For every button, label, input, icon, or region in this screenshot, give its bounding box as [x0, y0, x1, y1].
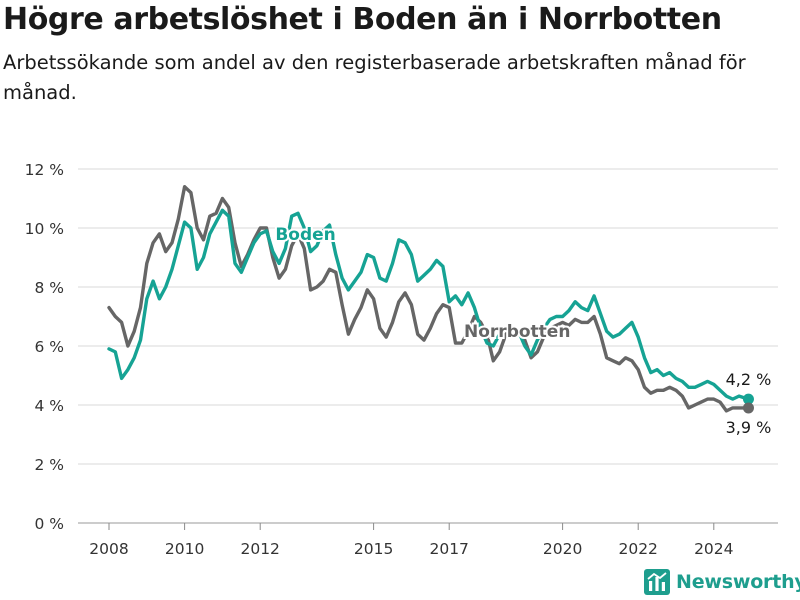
y-tick-label: 6 % — [34, 338, 64, 356]
x-tick-label: 2010 — [165, 540, 204, 558]
series-labels: Boden Norrbotten 4,2 % 3,9 % — [273, 223, 772, 439]
x-tick-label: 2022 — [618, 540, 657, 558]
y-tick-label: 12 % — [25, 161, 64, 179]
newsworthy-logo-icon — [644, 569, 670, 595]
end-label-boden: 4,2 % — [726, 370, 772, 389]
chart-title: Högre arbetslöshet i Boden än i Norrbott… — [3, 2, 722, 37]
x-tick-label: 2012 — [240, 540, 279, 558]
y-tick-label: 2 % — [34, 456, 64, 474]
x-tick-label: 2017 — [429, 540, 468, 558]
y-tick-label: 8 % — [34, 279, 64, 297]
x-tick-label: 2008 — [89, 540, 128, 558]
series-label-boden: Boden — [275, 225, 335, 245]
x-axis: 2008 2010 2012 2015 2017 2020 2022 2024 — [89, 523, 734, 558]
series-line-boden — [107, 208, 751, 401]
series-label-norrbotten: Norrbotten — [464, 322, 570, 342]
y-tick-label: 4 % — [34, 397, 64, 415]
y-tick-label: 10 % — [25, 220, 64, 238]
y-tick-label: 0 % — [34, 515, 64, 533]
newsworthy-logo: Newsworthy — [644, 569, 800, 595]
end-point-boden — [742, 393, 754, 405]
chart-subtitle: Arbetssökande som andel av den registerb… — [3, 51, 746, 104]
gridlines — [78, 168, 778, 524]
x-tick-label: 2020 — [543, 540, 582, 558]
brand-name: Newsworthy — [676, 571, 800, 593]
y-axis: 0 % 2 % 4 % 6 % 8 % 10 % 12 % — [25, 161, 64, 533]
end-point-norrbotten — [742, 402, 754, 414]
series-layer — [107, 185, 754, 414]
series-line-norrbotten — [107, 185, 751, 413]
x-tick-label: 2024 — [694, 540, 733, 558]
x-tick-label: 2015 — [354, 540, 393, 558]
end-label-norrbotten: 3,9 % — [726, 418, 772, 437]
